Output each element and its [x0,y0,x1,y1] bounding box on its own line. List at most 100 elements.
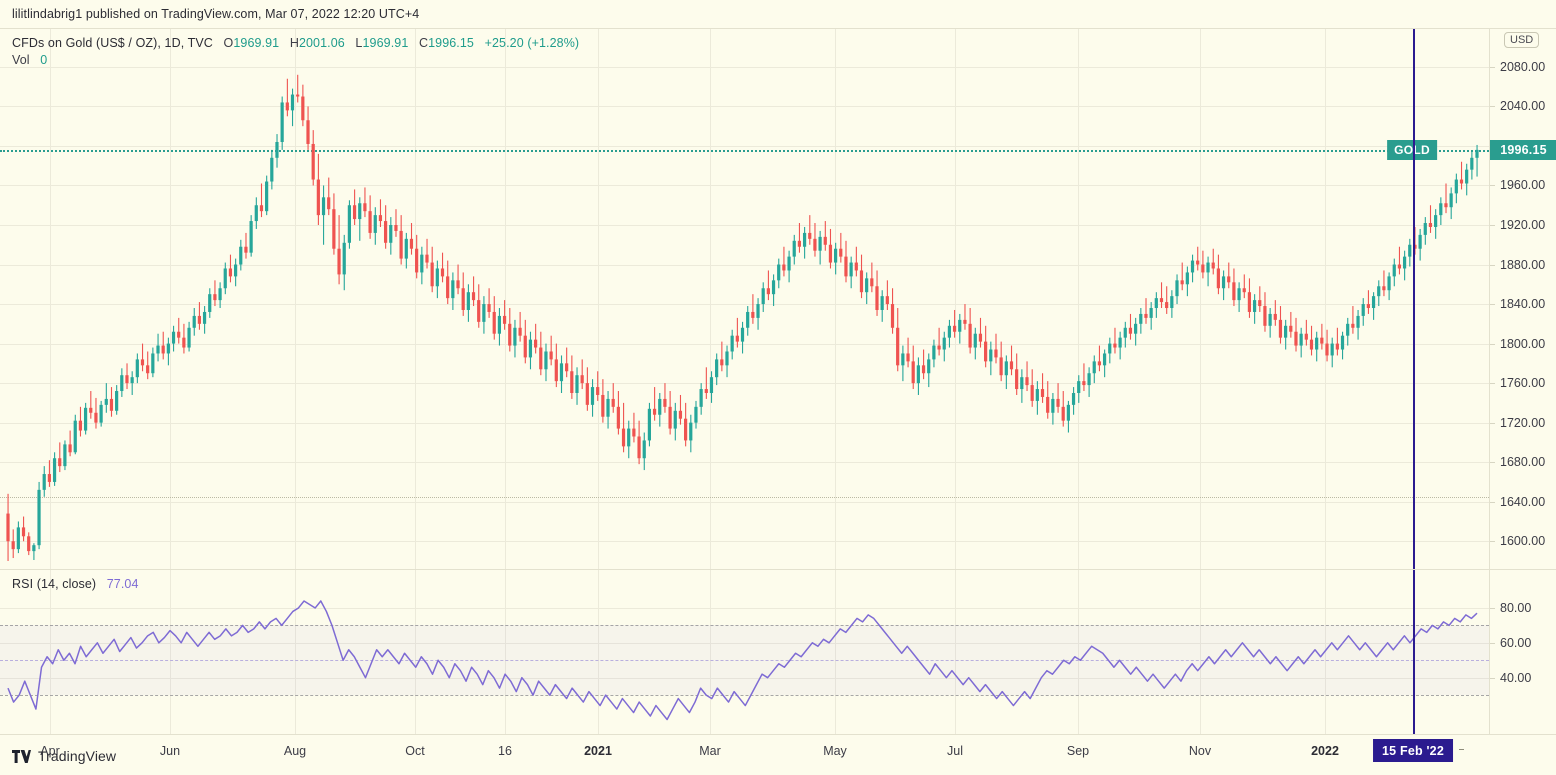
price-tick-label: 1680.00 [1500,455,1546,470]
gridline-horizontal [0,383,1489,385]
price-tick-label: 1840.00 [1500,297,1546,312]
rsi-tick-label: 60.00 [1500,635,1532,650]
gridline-vertical [1325,29,1326,569]
candlestick-series [6,74,1479,561]
time-scale[interactable]: 15 Feb '22 Apr Jun Aug Oct 16 2021 Mar May Jul Se… [0,734,1556,766]
gridline-horizontal [0,541,1489,543]
publish-text: lilitlindabrig1 published on TradingView… [12,7,420,21]
gridline-vertical [710,29,711,569]
gridline-horizontal [0,66,1489,68]
rsi-scale[interactable]: 80.00 60.00 40.00 [1489,569,1556,734]
rsi-value: 77.04 [106,577,139,591]
rsi-oversold-line [0,695,1489,697]
low-label: L [355,36,363,50]
time-tick-label: Jul [947,744,963,758]
price-tick-mark [1490,264,1495,266]
gridline-horizontal [0,607,1489,609]
gridline-horizontal [0,264,1489,266]
gridline-horizontal [0,225,1489,226]
rsi-overbought-line [0,625,1489,627]
time-tick-label: 16 [498,744,512,758]
rsi-tick-mark [1490,677,1495,679]
open-value: 1969.91 [233,36,280,50]
price-tick-mark [1490,225,1495,226]
gridline-horizontal [0,677,1489,679]
gridline-vertical [598,570,599,734]
close-value: 1996.15 [428,36,474,50]
rsi-tick-mark [1490,642,1495,644]
gridline-vertical [295,29,296,569]
price-tick-mark [1490,501,1495,503]
gridline-vertical [710,570,711,734]
price-tick-label: 1640.00 [1500,494,1546,509]
time-tick-label: Apr [40,744,60,758]
gridline-vertical [505,570,506,734]
price-tick-mark [1490,106,1495,108]
symbol-label: CFDs on Gold (US$ / OZ), 1D, TVC [12,36,213,50]
gridline-vertical [1200,570,1201,734]
price-tick-label: 1760.00 [1500,376,1546,391]
gridline-vertical [1078,29,1079,569]
cursor-time-label: 15 Feb '22 [1373,739,1453,762]
volume-value: 0 [40,53,48,67]
low-value: 1969.91 [362,36,409,50]
price-tick-label: 1720.00 [1500,415,1546,430]
price-tick-mark [1490,343,1495,345]
tradingview-logo-icon [12,749,31,763]
gridline-vertical [955,29,956,569]
cursor-vertical-line-price [1413,29,1415,569]
time-tick-label: Mar [699,744,721,758]
rsi-tick-label: 80.00 [1500,600,1532,615]
price-tick-label: 1920.00 [1500,218,1546,232]
gridline-vertical [1325,570,1326,734]
gridline-horizontal [0,462,1489,464]
rsi-tick-label: 40.00 [1500,670,1532,685]
gridline-horizontal [0,185,1489,187]
close-label: C [418,36,429,50]
price-tick-label: 1600.00 [1500,534,1546,549]
time-tick-label: Aug [283,744,307,758]
gridline-vertical [50,570,51,734]
rsi-tick-mark [1490,607,1495,609]
rsi-series [7,600,1478,721]
chart-frame: GOLD CFDs on Gold (US$ / OZ), 1D, TVC O1… [0,28,1556,766]
price-tick-label: 1800.00 [1500,336,1546,351]
time-tick-label: May [823,744,847,758]
gridline-horizontal [0,501,1489,503]
gridline-vertical [835,29,836,569]
gridline-horizontal [0,145,1489,147]
gridline-horizontal [0,343,1489,345]
open-label: O [223,36,234,50]
rsi-pane[interactable]: RSI (14, close) 77.04 [0,569,1489,734]
price-scale[interactable]: USD 1996.15 2080.00 2040.00 1960.00 1920.00… [1489,29,1556,569]
gridline-vertical [505,29,506,569]
volume-label: Vol [12,53,30,67]
rsi-midline [0,660,1489,662]
price-tick-mark [1490,66,1495,68]
price-tick-mark [1490,185,1495,187]
gridline-vertical [295,570,296,734]
gridline-horizontal [0,642,1489,644]
gridline-vertical [415,29,416,569]
rsi-legend[interactable]: RSI (14, close) 77.04 [12,577,139,591]
gridline-vertical [170,29,171,569]
price-tick-mark [1490,541,1495,543]
price-tick-mark [1490,422,1495,424]
high-label: H [289,36,299,50]
secondary-price-level [0,496,1489,498]
gridline-horizontal [0,422,1489,424]
cursor-vertical-line-rsi [1413,570,1415,734]
time-tick-label: 2021 [584,744,612,758]
time-tick-label: Oct [405,744,425,758]
rsi-label: RSI (14, close) [12,577,97,591]
gridline-vertical [1078,570,1079,734]
price-pane[interactable]: GOLD CFDs on Gold (US$ / OZ), 1D, TVC O1… [0,29,1489,569]
main-series-legend[interactable]: CFDs on Gold (US$ / OZ), 1D, TVC O1969.9… [12,36,579,50]
gridline-vertical [50,29,51,569]
gridline-horizontal [0,304,1489,306]
currency-badge[interactable]: USD [1504,32,1540,48]
high-value: 2001.06 [298,36,345,50]
volume-legend[interactable]: Vol 0 [12,53,47,67]
time-tick-mark [1459,749,1464,750]
